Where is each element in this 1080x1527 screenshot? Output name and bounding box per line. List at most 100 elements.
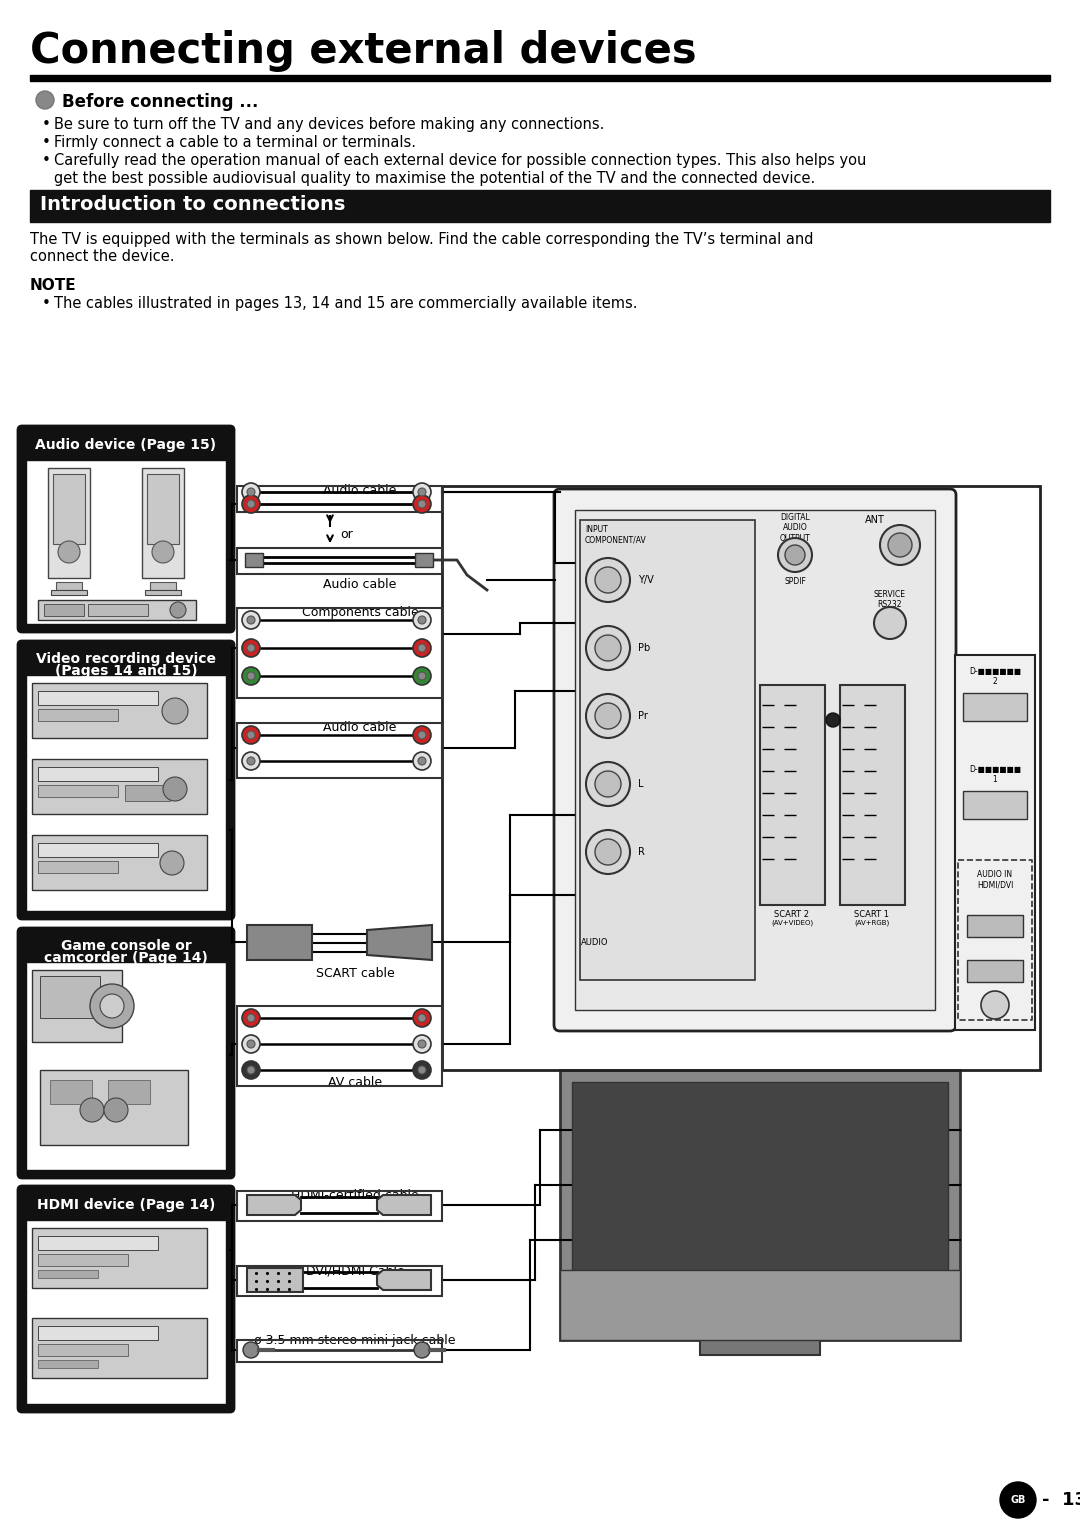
Bar xyxy=(245,553,264,567)
Bar xyxy=(700,1306,820,1354)
Circle shape xyxy=(414,1342,430,1358)
Text: Be sure to turn off the TV and any devices before making any connections.: Be sure to turn off the TV and any devic… xyxy=(54,118,605,131)
Text: SPDIF: SPDIF xyxy=(784,577,806,586)
Circle shape xyxy=(242,725,260,744)
Text: GB: GB xyxy=(1010,1495,1026,1506)
Bar xyxy=(575,510,935,1009)
Text: NOTE: NOTE xyxy=(30,278,77,293)
Text: Components cable: Components cable xyxy=(301,606,418,618)
Circle shape xyxy=(413,1061,431,1080)
Circle shape xyxy=(586,693,630,738)
Circle shape xyxy=(247,672,255,680)
Circle shape xyxy=(586,626,630,670)
Bar xyxy=(150,582,176,589)
Circle shape xyxy=(418,1014,426,1022)
Circle shape xyxy=(242,638,260,657)
Text: The cables illustrated in pages 13, 14 and 15 are commercially available items.: The cables illustrated in pages 13, 14 a… xyxy=(54,296,637,312)
Circle shape xyxy=(874,608,906,638)
Text: Before connecting ...: Before connecting ... xyxy=(62,93,258,111)
Bar xyxy=(50,1080,92,1104)
Circle shape xyxy=(170,602,186,618)
Bar xyxy=(760,686,825,906)
Circle shape xyxy=(36,92,54,108)
Circle shape xyxy=(418,1040,426,1048)
Bar xyxy=(967,915,1023,938)
Circle shape xyxy=(413,1009,431,1028)
Text: SCART cable: SCART cable xyxy=(315,967,394,980)
Circle shape xyxy=(160,851,184,875)
Text: ANT: ANT xyxy=(865,515,885,525)
Bar xyxy=(32,970,122,1041)
Circle shape xyxy=(1000,1483,1036,1518)
Text: (AV+VIDEO): (AV+VIDEO) xyxy=(771,919,813,925)
Text: SERVICE
RS232: SERVICE RS232 xyxy=(874,589,906,609)
Bar xyxy=(237,1266,442,1296)
Text: SCART 2: SCART 2 xyxy=(774,910,810,919)
Bar xyxy=(561,1070,960,1341)
Text: INPUT
COMPONENT/AV: INPUT COMPONENT/AV xyxy=(585,525,647,545)
FancyBboxPatch shape xyxy=(18,641,234,919)
Text: Connecting external devices: Connecting external devices xyxy=(30,31,697,72)
Text: Game console or: Game console or xyxy=(60,939,191,953)
Bar xyxy=(141,467,184,579)
Circle shape xyxy=(595,838,621,864)
Bar xyxy=(963,791,1027,818)
Text: -  13: - 13 xyxy=(1042,1490,1080,1509)
Circle shape xyxy=(413,1035,431,1054)
Bar xyxy=(48,467,90,579)
FancyBboxPatch shape xyxy=(554,489,956,1031)
Text: Pb: Pb xyxy=(638,643,650,654)
FancyBboxPatch shape xyxy=(18,928,234,1177)
Bar xyxy=(40,976,100,1019)
Text: •: • xyxy=(42,153,51,168)
Circle shape xyxy=(104,1098,129,1122)
Text: Introduction to connections: Introduction to connections xyxy=(40,195,346,214)
Bar xyxy=(38,843,158,857)
Bar xyxy=(38,600,195,620)
Text: or: or xyxy=(340,528,353,541)
Bar xyxy=(967,960,1023,982)
Bar xyxy=(38,1254,129,1266)
Bar xyxy=(38,709,118,721)
Circle shape xyxy=(162,698,188,724)
Circle shape xyxy=(242,611,260,629)
Circle shape xyxy=(242,1035,260,1054)
Text: D-■■■■■■
1: D-■■■■■■ 1 xyxy=(969,765,1021,785)
Bar xyxy=(237,548,442,574)
Circle shape xyxy=(413,611,431,629)
Bar xyxy=(56,582,82,589)
Bar xyxy=(442,486,1040,1070)
Circle shape xyxy=(785,545,805,565)
Circle shape xyxy=(242,495,260,513)
Polygon shape xyxy=(377,1270,431,1290)
Bar xyxy=(237,608,442,698)
Bar xyxy=(38,1361,98,1368)
Bar xyxy=(145,589,181,596)
Circle shape xyxy=(981,991,1009,1019)
Circle shape xyxy=(778,538,812,573)
Bar xyxy=(53,473,85,544)
Text: L: L xyxy=(638,779,644,789)
Bar xyxy=(38,1270,98,1278)
Text: Video recording device: Video recording device xyxy=(36,652,216,666)
Circle shape xyxy=(586,557,630,602)
Bar xyxy=(237,722,442,777)
Circle shape xyxy=(413,725,431,744)
Circle shape xyxy=(242,1061,260,1080)
Bar xyxy=(32,1228,207,1287)
Bar xyxy=(38,861,118,873)
Text: DVI/HDMI Cable: DVI/HDMI Cable xyxy=(306,1264,404,1277)
Text: Y/V: Y/V xyxy=(638,576,653,585)
Bar xyxy=(415,553,433,567)
Circle shape xyxy=(247,499,255,508)
Bar xyxy=(26,1220,226,1403)
Circle shape xyxy=(418,499,426,508)
Circle shape xyxy=(242,667,260,686)
Bar xyxy=(44,605,84,615)
Bar xyxy=(51,589,87,596)
Bar xyxy=(237,1341,442,1362)
Bar xyxy=(237,486,442,512)
Circle shape xyxy=(413,638,431,657)
Bar xyxy=(32,759,207,814)
Bar xyxy=(237,1191,442,1222)
